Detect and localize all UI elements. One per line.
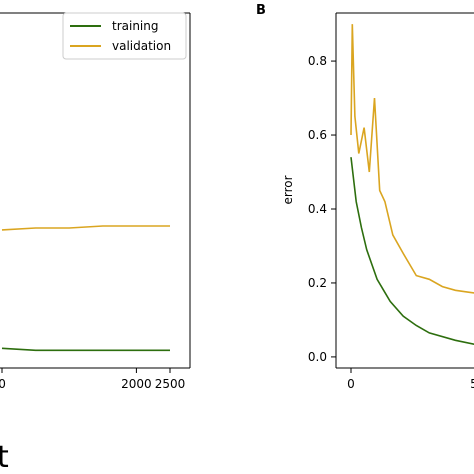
panel-b-series-training (350, 157, 474, 346)
panel-b-y-tick-label: 0.0 (308, 350, 327, 364)
panel-b-x-tick-label: 500 (470, 377, 474, 391)
panel-b-y-tick-label: 0.4 (308, 202, 327, 216)
panel-a-series-group (1, 225, 170, 352)
panel-b-x-tick-label: 0 (347, 377, 355, 391)
panel-a-series-training (1, 347, 170, 352)
panel-a: 0 2000 2500 training validation (0, 12, 191, 391)
panel-b-y-tick-label: 0.8 (308, 54, 327, 68)
panel-b: B 0.0 0.2 0.4 0.6 0.8 0 500 error (256, 3, 474, 391)
panel-b-series-group (350, 24, 474, 346)
panel-a-x-tick-label: 2000 (121, 377, 152, 391)
legend-box (62, 12, 187, 60)
panel-a-series-validation (1, 225, 170, 231)
panel-a-x-tick-label: 2500 (155, 377, 186, 391)
panel-b-x-ticks: 0 500 (347, 368, 474, 391)
panel-b-series-validation (350, 24, 474, 294)
legend-training-label: training (112, 19, 159, 33)
panel-a-legend: training validation (62, 12, 187, 60)
panel-a-x-tick-label: 0 (0, 377, 6, 391)
panel-b-y-tick-label: 0.6 (308, 128, 327, 142)
legend-validation-label: validation (112, 39, 171, 53)
panel-b-y-axis-label: error (281, 175, 295, 204)
panel-b-y-tick-label: 0.2 (308, 276, 327, 290)
panel-a-x-ticks: 0 2000 2500 (0, 368, 185, 391)
bottom-text-fragment: t (0, 440, 9, 474)
panel-b-letter: B (256, 3, 266, 18)
panel-b-y-ticks: 0.0 0.2 0.4 0.6 0.8 (308, 54, 336, 364)
